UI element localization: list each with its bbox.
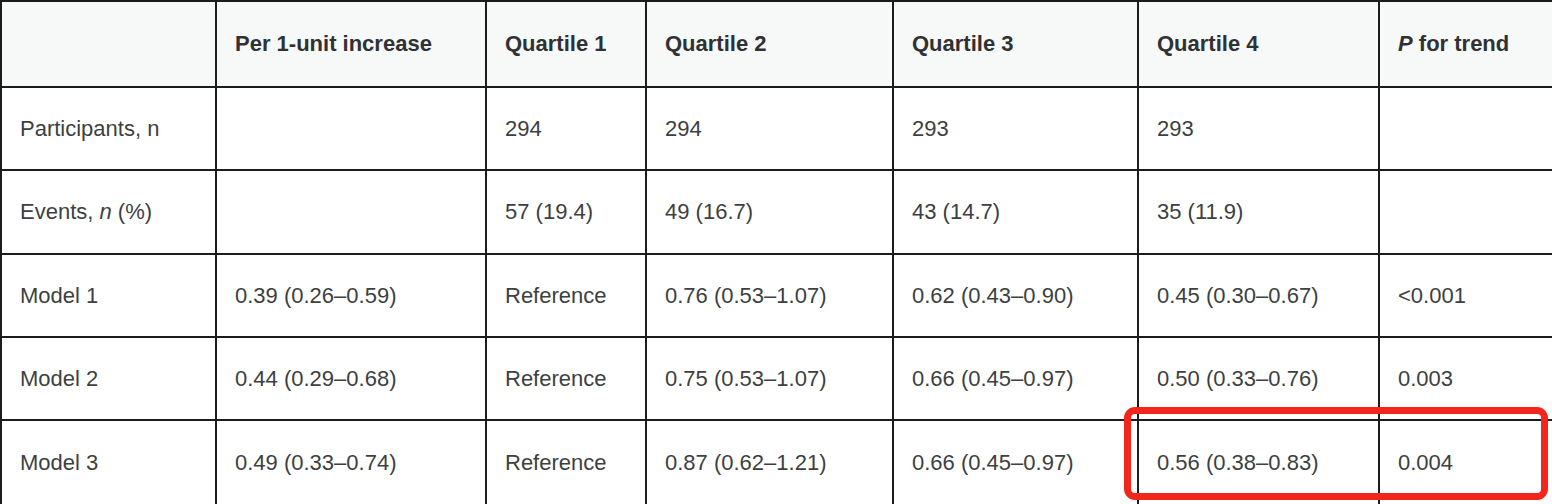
cell (1379, 170, 1552, 254)
cell: Reference (486, 337, 646, 420)
header-cell-per-unit: Per 1-unit increase (216, 1, 486, 87)
cell: 293 (893, 87, 1138, 170)
row-label: Participants, n (1, 87, 216, 170)
cell: Reference (486, 420, 646, 504)
cell: 0.75 (0.53–1.07) (646, 337, 893, 420)
header-row: Per 1-unit increase Quartile 1 Quartile … (1, 1, 1552, 87)
table-screenshot: Per 1-unit increase Quartile 1 Quartile … (0, 0, 1552, 504)
cell: 43 (14.7) (893, 170, 1138, 254)
table-row-model-3: Model 3 0.49 (0.33–0.74) Reference 0.87 … (1, 420, 1552, 504)
cell: 0.66 (0.45–0.97) (893, 337, 1138, 420)
row-label: Model 2 (1, 337, 216, 420)
header-cell-quartile-2: Quartile 2 (646, 1, 893, 87)
cell: Reference (486, 254, 646, 337)
cell-highlighted: 0.004 (1379, 420, 1552, 504)
cell: 0.39 (0.26–0.59) (216, 254, 486, 337)
cell-highlighted: 0.56 (0.38–0.83) (1138, 420, 1379, 504)
cell: 294 (486, 87, 646, 170)
cell: 0.49 (0.33–0.74) (216, 420, 486, 504)
cell: 0.44 (0.29–0.68) (216, 337, 486, 420)
row-label: Model 1 (1, 254, 216, 337)
header-cell-blank (1, 1, 216, 87)
cell (216, 87, 486, 170)
header-cell-quartile-3: Quartile 3 (893, 1, 1138, 87)
header-cell-quartile-4: Quartile 4 (1138, 1, 1379, 87)
cell (216, 170, 486, 254)
cell: 57 (19.4) (486, 170, 646, 254)
cell: 0.87 (0.62–1.21) (646, 420, 893, 504)
cell: <0.001 (1379, 254, 1552, 337)
header-cell-p-for-trend: P for trend (1379, 1, 1552, 87)
cell: 49 (16.7) (646, 170, 893, 254)
cell: 0.003 (1379, 337, 1552, 420)
cell: 0.62 (0.43–0.90) (893, 254, 1138, 337)
header-cell-quartile-1: Quartile 1 (486, 1, 646, 87)
table-row-events: Events, n (%) 57 (19.4) 49 (16.7) 43 (14… (1, 170, 1552, 254)
label-pre: Events, (20, 199, 99, 224)
label-italic-n: n (99, 199, 111, 224)
cell: 294 (646, 87, 893, 170)
table-row-model-1: Model 1 0.39 (0.26–0.59) Reference 0.76 … (1, 254, 1552, 337)
p-italic: P (1398, 31, 1413, 56)
cell: 0.50 (0.33–0.76) (1138, 337, 1379, 420)
row-label: Model 3 (1, 420, 216, 504)
table-row-model-2: Model 2 0.44 (0.29–0.68) Reference 0.75 … (1, 337, 1552, 420)
cell (1379, 87, 1552, 170)
cell: 35 (11.9) (1138, 170, 1379, 254)
cell: 0.45 (0.30–0.67) (1138, 254, 1379, 337)
cell: 0.66 (0.45–0.97) (893, 420, 1138, 504)
cell: 293 (1138, 87, 1379, 170)
results-table: Per 1-unit increase Quartile 1 Quartile … (0, 0, 1552, 504)
cell: 0.76 (0.53–1.07) (646, 254, 893, 337)
row-label: Events, n (%) (1, 170, 216, 254)
label-post: (%) (112, 199, 152, 224)
table-row-participants: Participants, n 294 294 293 293 (1, 87, 1552, 170)
p-rest: for trend (1413, 31, 1510, 56)
